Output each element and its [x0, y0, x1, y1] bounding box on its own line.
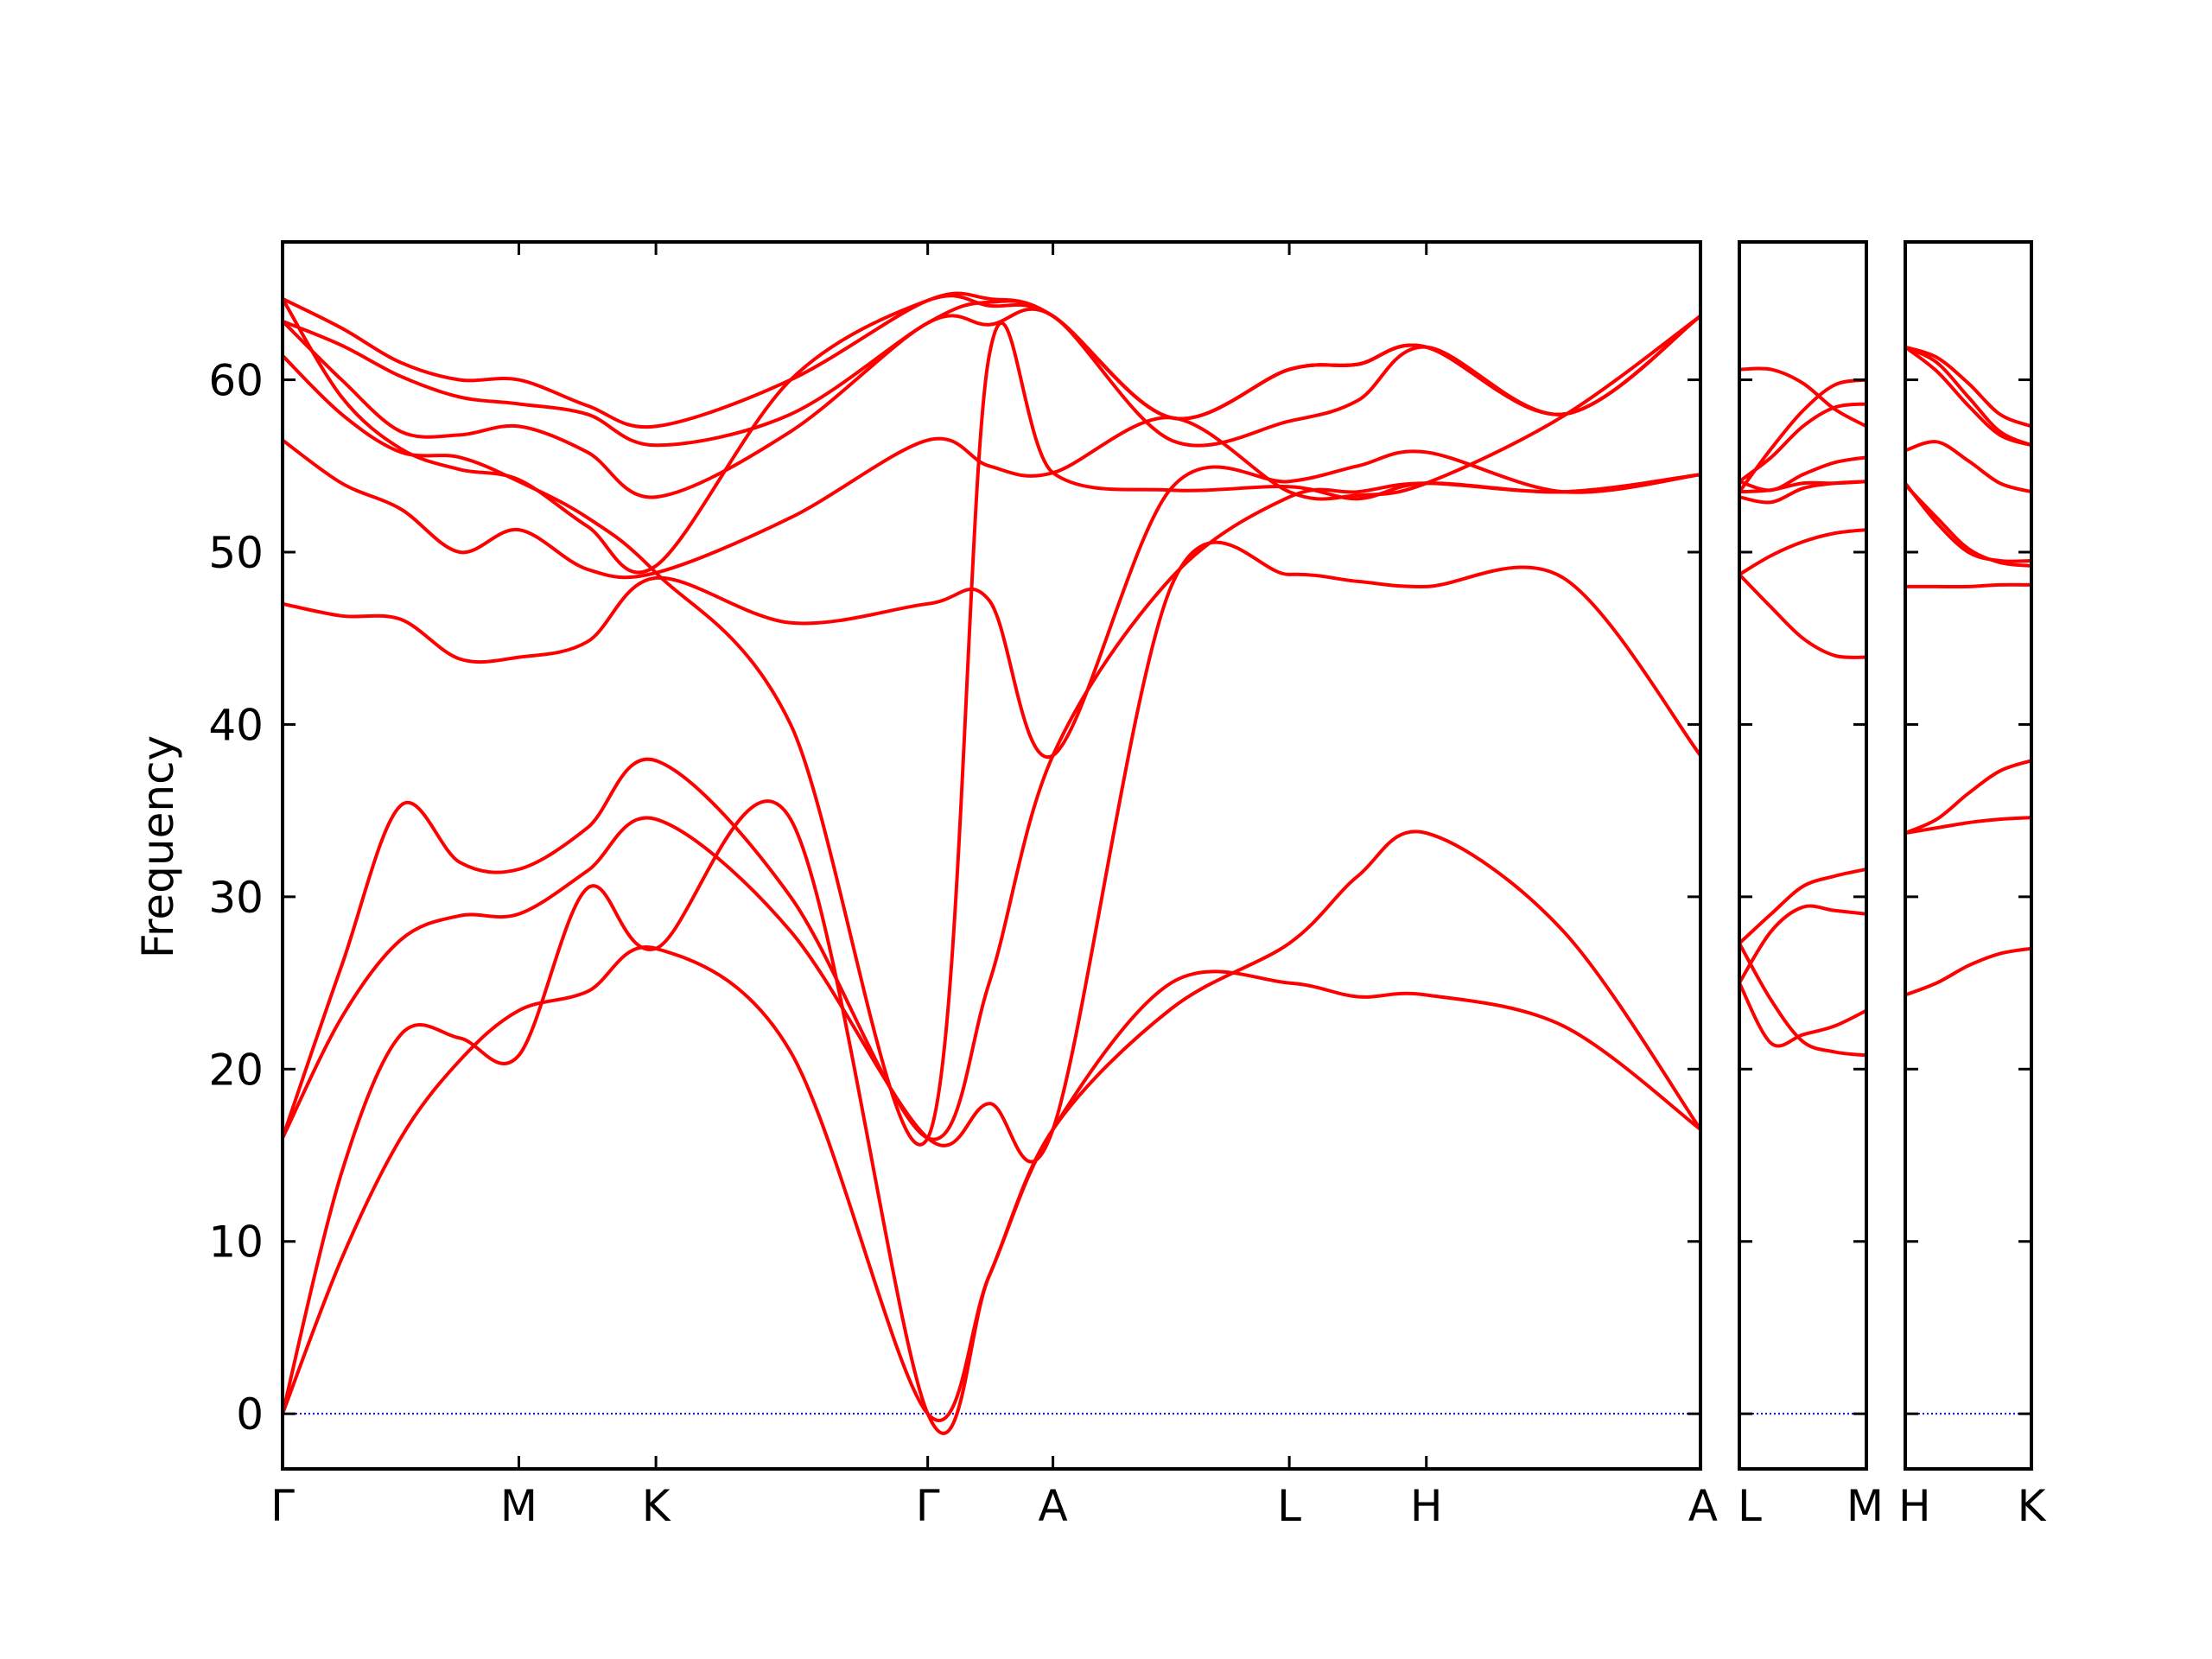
band-line	[283, 540, 1700, 1164]
y-tick-label: 10	[208, 1217, 264, 1268]
y-tick-labels: 0 10 20 30 40 50 60	[208, 356, 264, 1440]
band-line	[1739, 402, 1866, 484]
x-tick-label: Γ	[916, 1481, 940, 1531]
band-line	[1905, 440, 2031, 494]
panel-frame	[1904, 240, 2033, 1471]
band-line	[1905, 816, 2031, 836]
band-line	[1739, 455, 1866, 493]
panel-frame	[281, 240, 1702, 1471]
band-line	[283, 945, 1700, 1422]
x-tick-label: H	[1410, 1481, 1443, 1531]
bands-panel-2	[1739, 366, 1866, 1058]
band-line	[1739, 981, 1866, 1048]
x-tick-label: A	[1688, 1481, 1718, 1531]
x-tick-label: M	[1847, 1481, 1884, 1531]
x-tick-label: M	[500, 1481, 537, 1531]
band-line	[1905, 481, 2031, 563]
band-line	[283, 473, 1700, 1141]
x-tick-label: K	[2018, 1481, 2047, 1531]
band-line	[1905, 582, 2031, 589]
bands-panel-3	[1905, 345, 2031, 997]
band-line	[283, 307, 1700, 499]
band-line	[1905, 483, 2031, 568]
band-line	[1905, 345, 2031, 448]
bands-panel-1	[283, 291, 1700, 1435]
band-line	[283, 291, 1700, 429]
band-line	[283, 799, 1700, 1435]
band-line	[1739, 366, 1866, 429]
y-tick-label: 40	[208, 700, 264, 750]
x-tick-label: L	[1277, 1481, 1301, 1531]
y-axis-label: Frequency	[133, 735, 183, 958]
band-line	[1739, 941, 1866, 1058]
band-line	[1905, 345, 2031, 429]
band-line	[283, 294, 1700, 575]
band-line	[1739, 868, 1866, 945]
y-tick-label: 50	[208, 528, 264, 578]
band-line	[1739, 572, 1866, 659]
x-tick-label: L	[1738, 1481, 1762, 1531]
band-line	[1905, 345, 2031, 448]
band-line	[283, 449, 1700, 760]
x-tick-label: A	[1039, 1481, 1068, 1531]
x-tick-label: K	[642, 1481, 671, 1531]
band-line	[1905, 759, 2031, 836]
band-line	[1739, 528, 1866, 576]
y-tick-label: 20	[208, 1045, 264, 1095]
band-line	[1739, 480, 1866, 494]
y-tick-label: 60	[208, 356, 264, 406]
x-tick-label: H	[1898, 1481, 1931, 1531]
band-line	[1905, 946, 2031, 997]
band-line	[283, 321, 1700, 1147]
band-line	[1739, 378, 1866, 494]
y-tick-label: 0	[236, 1389, 264, 1440]
y-tick-label: 30	[208, 873, 264, 923]
x-tick-label: Γ	[270, 1481, 295, 1531]
panel-frame	[1738, 240, 1868, 1471]
band-line	[283, 314, 1700, 580]
band-line	[1739, 904, 1866, 985]
